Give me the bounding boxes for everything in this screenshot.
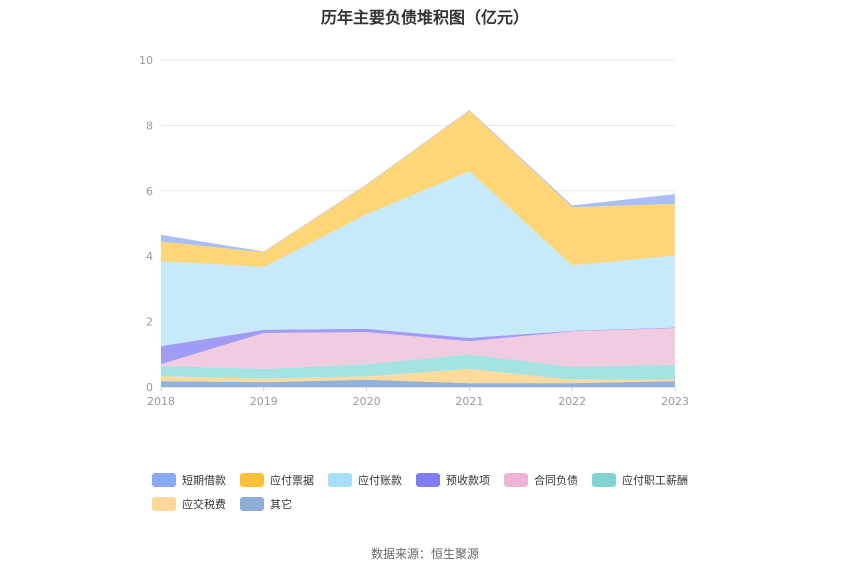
area-series-应付票据[interactable] xyxy=(161,110,675,267)
legend-label: 预收款项 xyxy=(446,474,490,487)
area-series-其它[interactable] xyxy=(161,379,675,387)
chart-title: 历年主要负债堆积图（亿元） xyxy=(320,8,529,27)
legend-swatch xyxy=(416,473,440,487)
y-tick-label: 4 xyxy=(146,250,153,263)
legend-label: 短期借款 xyxy=(182,474,226,487)
y-tick-label: 2 xyxy=(146,316,153,329)
legend-item[interactable]: 应付票据 xyxy=(240,472,314,488)
area-series-应交税费[interactable] xyxy=(161,369,675,384)
y-tick-label: 10 xyxy=(139,54,153,67)
legend-item[interactable]: 应交税费 xyxy=(152,496,226,512)
x-tick-label: 2018 xyxy=(147,395,175,408)
legend-swatch xyxy=(328,473,352,487)
area-series xyxy=(161,110,675,387)
legend-swatch xyxy=(504,473,528,487)
x-tick-label: 2022 xyxy=(558,395,586,408)
legend-item[interactable]: 其它 xyxy=(240,496,292,512)
legend-item[interactable]: 应付账款 xyxy=(328,472,402,488)
legend-item[interactable]: 合同负债 xyxy=(504,472,578,488)
x-tick-label: 2020 xyxy=(353,395,381,408)
y-tick-label: 6 xyxy=(146,185,153,198)
legend-swatch xyxy=(240,473,264,487)
y-tick-label: 8 xyxy=(146,119,153,132)
legend-item[interactable]: 短期借款 xyxy=(152,472,226,488)
legend-swatch xyxy=(152,497,176,511)
legend-label: 应付账款 xyxy=(358,474,402,487)
x-axis-ticks: 2018 2019 2020 2021 2022 2023 xyxy=(147,387,689,408)
legend-label: 合同负债 xyxy=(534,474,578,487)
area-series-应付账款[interactable] xyxy=(161,171,675,347)
y-axis-ticks: 0 2 4 6 8 10 xyxy=(139,54,153,394)
legend-swatch xyxy=(152,473,176,487)
legend-swatch xyxy=(592,473,616,487)
legend-item[interactable]: 应付职工薪酬 xyxy=(592,472,688,488)
x-tick-label: 2021 xyxy=(455,395,483,408)
area-series-预收款项[interactable] xyxy=(161,327,675,365)
area-series-合同负债[interactable] xyxy=(161,328,675,369)
x-tick-label: 2023 xyxy=(661,395,689,408)
stacked-area-chart: 0 2 4 6 8 10 2018 2019 2020 2021 2022 2023 xyxy=(139,54,689,408)
data-source: 数据来源：恒生聚源 xyxy=(370,547,479,561)
legend-label: 应交税费 xyxy=(182,498,226,511)
x-tick-label: 2019 xyxy=(250,395,278,408)
legend-label: 应付票据 xyxy=(270,474,314,487)
legend-label: 应付职工薪酬 xyxy=(622,474,688,487)
y-tick-label: 0 xyxy=(146,381,153,394)
legend-swatch xyxy=(240,497,264,511)
area-series-应付职工薪酬[interactable] xyxy=(161,354,675,380)
legend-item[interactable]: 预收款项 xyxy=(416,472,490,488)
chart-legend: 短期借款 应付票据 应付账款 预收款项 合同负债 应付职工薪酬应交税费 其它 xyxy=(152,472,712,512)
legend-label: 其它 xyxy=(270,498,292,511)
